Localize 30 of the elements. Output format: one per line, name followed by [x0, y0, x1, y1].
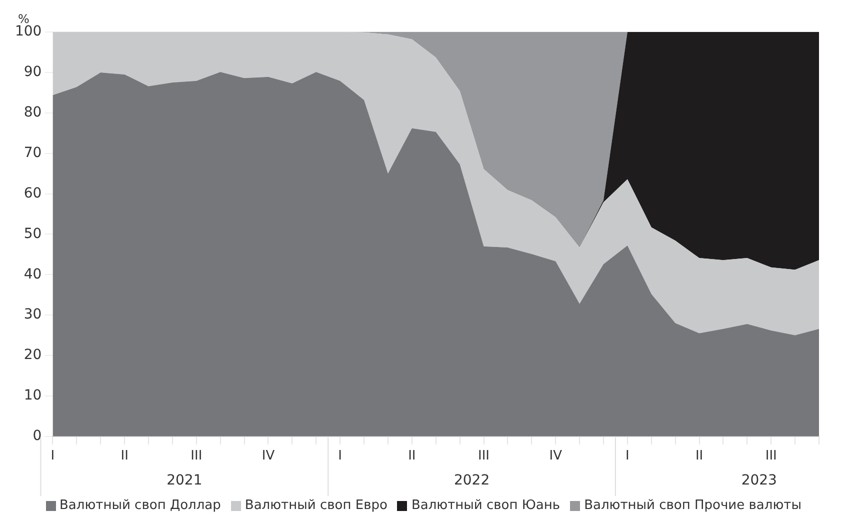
- y-axis-title: %: [18, 12, 30, 26]
- x-tick-label: I: [338, 448, 342, 464]
- y-tick-label: 100: [14, 24, 42, 40]
- y-tick-label: 70: [24, 144, 42, 161]
- legend-label: Валютный своп Юань: [411, 498, 560, 513]
- legend-label: Валютный своп Евро: [244, 498, 388, 513]
- x-tick-label: III: [190, 448, 202, 464]
- text: 2022: [454, 472, 490, 489]
- y-tick-label: 20: [24, 347, 42, 364]
- y-tick-label: 10: [24, 388, 42, 404]
- legend-label: Валютный своп Прочие валюты: [584, 498, 802, 513]
- y-tick-label: 60: [24, 185, 42, 202]
- y-tick-label: 80: [24, 104, 42, 121]
- x-tick-label: IV: [262, 448, 275, 464]
- x-tick-label: II: [695, 448, 704, 464]
- text: 2023: [741, 472, 777, 489]
- text: 2021: [166, 472, 202, 489]
- x-tick-label: II: [120, 448, 128, 464]
- x-tick-label: III: [765, 448, 777, 464]
- x-tick-label: II: [408, 448, 416, 464]
- y-tick-label: 50: [24, 226, 42, 242]
- y-tick-label: 40: [24, 266, 42, 282]
- y-tick-label: 90: [24, 64, 42, 80]
- x-tick-label: III: [478, 448, 490, 464]
- x-tick-label: I: [626, 448, 630, 464]
- y-tick-label: 0: [32, 428, 42, 444]
- x-tick-label: I: [50, 448, 55, 464]
- x-tick-label: IV: [549, 448, 562, 464]
- legend-label: Валютный своп Доллар: [60, 498, 221, 513]
- y-tick-label: 30: [24, 306, 42, 323]
